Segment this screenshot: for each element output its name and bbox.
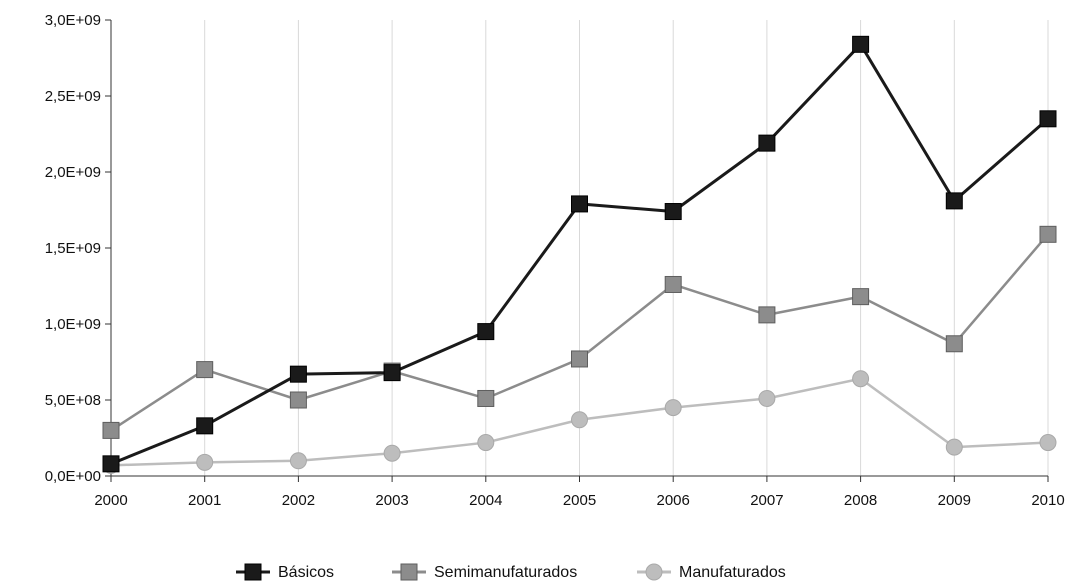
x-tick-label: 2002 — [282, 492, 315, 509]
legend-item: Básicos — [236, 563, 334, 581]
data-point — [477, 434, 495, 452]
legend: Básicos Semimanufaturados Manufaturados — [236, 563, 786, 581]
data-point — [664, 203, 682, 221]
x-tick-label: 2007 — [750, 492, 783, 509]
x-tick-label: 2001 — [188, 492, 221, 509]
series-group — [102, 370, 1057, 474]
y-tick-label: 0,0E+00 — [45, 468, 101, 485]
data-point — [945, 335, 963, 353]
data-point — [289, 365, 307, 383]
x-tick-label: 2009 — [938, 492, 971, 509]
y-tick-label: 1,5E+09 — [45, 240, 101, 257]
legend-item: Semimanufaturados — [392, 563, 577, 581]
x-tick-label: 2000 — [94, 492, 127, 509]
legend-item: Manufaturados — [637, 563, 786, 581]
data-point — [102, 421, 120, 439]
data-point — [571, 350, 588, 368]
y-tick-label: 2,0E+09 — [45, 164, 101, 181]
data-point — [664, 399, 682, 417]
data-point — [852, 288, 870, 306]
data-point — [852, 370, 870, 388]
series-lines — [102, 35, 1057, 474]
data-point — [289, 452, 307, 470]
axes: 0,0E+00 5,0E+08 1,0E+09 1,5E+09 2,0E+09 2,5E+… — [45, 12, 1065, 509]
legend-marker — [645, 563, 663, 581]
data-point — [758, 134, 776, 152]
y-tick-label: 5,0E+08 — [45, 392, 101, 409]
x-tick-label: 2010 — [1031, 492, 1064, 509]
data-point — [1039, 225, 1057, 243]
series-group — [102, 35, 1057, 473]
data-point — [758, 389, 776, 407]
legend-label: Semimanufaturados — [434, 564, 577, 581]
data-point — [1039, 434, 1057, 452]
data-point — [571, 195, 588, 213]
data-point — [196, 453, 214, 471]
data-point — [196, 361, 214, 379]
data-point — [945, 192, 963, 210]
y-tick-label: 2,5E+09 — [45, 88, 101, 105]
data-point — [758, 306, 776, 324]
x-tick-label: 2005 — [563, 492, 596, 509]
data-point — [289, 391, 307, 409]
data-point — [664, 275, 682, 293]
x-tick-label: 2004 — [469, 492, 502, 509]
legend-label: Manufaturados — [679, 564, 786, 581]
data-point — [852, 35, 870, 53]
legend-marker — [400, 563, 418, 581]
x-tick-label: 2008 — [844, 492, 877, 509]
data-point — [477, 389, 495, 407]
data-point — [1039, 110, 1057, 128]
y-tick-label: 1,0E+09 — [45, 316, 101, 333]
y-tick-label: 3,0E+09 — [45, 12, 101, 29]
gridlines — [204, 20, 1049, 476]
legend-label: Básicos — [278, 564, 334, 581]
data-point — [383, 444, 401, 462]
x-tick-label: 2006 — [657, 492, 690, 509]
data-point — [477, 323, 495, 341]
data-point — [945, 438, 963, 456]
data-point — [196, 417, 214, 435]
data-point — [571, 411, 588, 429]
data-point — [102, 455, 120, 473]
legend-marker — [244, 563, 262, 581]
x-tick-label: 2003 — [375, 492, 408, 509]
data-point — [383, 364, 401, 382]
